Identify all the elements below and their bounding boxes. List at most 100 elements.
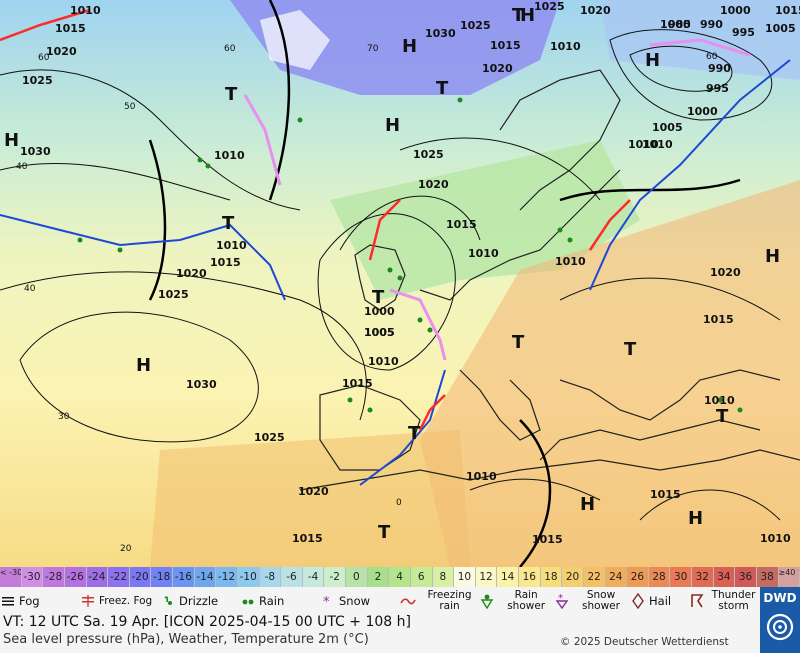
isobar-label: 985 bbox=[668, 18, 691, 31]
scale-cell: 18 bbox=[541, 567, 563, 587]
lat-label: 60 bbox=[38, 53, 49, 63]
snow-icon: * bbox=[320, 592, 336, 610]
weather-symbol-keys: Fog Freez. Fog Drizzle Rain * Snow Freez… bbox=[0, 589, 760, 613]
isobar-label: 1030 bbox=[186, 378, 217, 391]
isobar-label: 1015 bbox=[446, 218, 477, 231]
isobar-label: 990 bbox=[700, 18, 723, 31]
scale-cell: 28 bbox=[649, 567, 671, 587]
scale-cell: 14 bbox=[497, 567, 519, 587]
low-pressure-center: T bbox=[378, 522, 390, 543]
key-snow: * Snow bbox=[320, 589, 400, 613]
low-pressure-center: T bbox=[512, 332, 524, 353]
warm-region-africa bbox=[150, 430, 470, 567]
scale-cell: -26 bbox=[65, 567, 87, 587]
key-rain-shower: Rain shower bbox=[480, 589, 555, 613]
isobar-label: 1015 bbox=[342, 377, 373, 390]
rain-shower-icon bbox=[480, 592, 494, 610]
scale-cell: -22 bbox=[108, 567, 130, 587]
hail-icon bbox=[630, 592, 646, 610]
key-hail: Hail bbox=[630, 589, 690, 613]
rain-icon bbox=[240, 592, 256, 610]
isobar-label: 990 bbox=[708, 62, 731, 75]
scale-cell: -24 bbox=[87, 567, 109, 587]
scale-cell: -6 bbox=[281, 567, 303, 587]
isobar-label: 1025 bbox=[254, 431, 285, 444]
scale-cell: -14 bbox=[195, 567, 217, 587]
scale-cell: 34 bbox=[714, 567, 736, 587]
fog-icon bbox=[0, 592, 16, 610]
scale-cell: ≥40 °C bbox=[779, 567, 800, 587]
lat-label: 0 bbox=[396, 498, 402, 508]
isobar-label: 1025 bbox=[460, 19, 491, 32]
scale-cell: 0 bbox=[346, 567, 368, 587]
isobar-label: 1025 bbox=[158, 288, 189, 301]
valid-time: VT: 12 UTC Sa. 19 Apr. [ICON 2025-04-15 … bbox=[3, 614, 411, 630]
low-pressure-center: T bbox=[512, 5, 524, 26]
isobar-label: 995 bbox=[706, 82, 729, 95]
scale-cell: 32 bbox=[692, 567, 714, 587]
isobar-label: 1015 bbox=[210, 256, 241, 269]
scale-cell: -2 bbox=[324, 567, 346, 587]
isobar-label: 1010 bbox=[642, 138, 673, 151]
isobar-label: 1015 bbox=[55, 22, 86, 35]
scale-cell: 20 bbox=[562, 567, 584, 587]
high-pressure-center: H bbox=[688, 508, 703, 529]
isobar-label: 1010 bbox=[466, 470, 497, 483]
scale-cell: -28 bbox=[43, 567, 65, 587]
scale-cell: -10 bbox=[238, 567, 260, 587]
key-snow-shower: * Snow shower bbox=[555, 589, 630, 613]
isobar-label: 1020 bbox=[176, 267, 207, 280]
isobar-label: 1010 bbox=[216, 239, 247, 252]
isobar-label: 1030 bbox=[425, 27, 456, 40]
isobar-label: 1025 bbox=[413, 148, 444, 161]
high-pressure-center: H bbox=[136, 355, 151, 376]
scale-cell: 2 bbox=[368, 567, 390, 587]
isobar-label: 1020 bbox=[710, 266, 741, 279]
low-pressure-center: T bbox=[624, 339, 636, 360]
scale-cell: -4 bbox=[303, 567, 325, 587]
high-pressure-center: H bbox=[4, 130, 19, 151]
lat-label: 40 bbox=[16, 162, 27, 172]
high-pressure-center: H bbox=[580, 494, 595, 515]
scale-cell: 38 bbox=[757, 567, 779, 587]
isobar-label: 1020 bbox=[298, 485, 329, 498]
scale-cell: 8 bbox=[433, 567, 455, 587]
isobar-label: 1005 bbox=[765, 22, 796, 35]
dwd-logo: DWD bbox=[760, 587, 800, 653]
scale-cell: -30 bbox=[22, 567, 44, 587]
isobar-label: 1010 bbox=[468, 247, 499, 260]
low-pressure-center: T bbox=[408, 423, 420, 444]
key-fog: Fog bbox=[0, 589, 80, 613]
isobar-label: 1010 bbox=[214, 149, 245, 162]
scale-cell: -8 bbox=[260, 567, 282, 587]
low-pressure-center: T bbox=[222, 213, 234, 234]
isobar-label: 1015 bbox=[292, 532, 323, 545]
isobar-label: 1010 bbox=[70, 4, 101, 17]
isobar-label: 1025 bbox=[534, 0, 565, 13]
scale-cell: -20 bbox=[130, 567, 152, 587]
low-pressure-center: T bbox=[716, 406, 728, 427]
isobar-label: 1020 bbox=[482, 62, 513, 75]
high-pressure-center: H bbox=[645, 50, 660, 71]
isobar-label: 1005 bbox=[652, 121, 683, 134]
low-pressure-center: T bbox=[225, 84, 237, 105]
high-pressure-center: H bbox=[385, 115, 400, 136]
isobar-label: 1005 bbox=[364, 326, 395, 339]
lat-label: 40 bbox=[24, 284, 35, 294]
scale-cell: 10 bbox=[454, 567, 476, 587]
scale-cell: -18 bbox=[151, 567, 173, 587]
key-drizzle: Drizzle bbox=[160, 589, 240, 613]
isobar-label: 1000 bbox=[720, 4, 751, 17]
scale-cell: 16 bbox=[519, 567, 541, 587]
isobar-label: 1015 bbox=[703, 313, 734, 326]
thunderstorm-icon bbox=[690, 592, 704, 610]
snow-shower-icon: * bbox=[555, 592, 569, 610]
temperature-scale: < -30-30-28-26-24-22-20-18-16-14-12-10-8… bbox=[0, 567, 800, 587]
high-pressure-center: H bbox=[765, 246, 780, 267]
isobar-label: 1020 bbox=[418, 178, 449, 191]
isobar-label: 995 bbox=[732, 26, 755, 39]
isobar-label: 1010 bbox=[555, 255, 586, 268]
scale-cell: 6 bbox=[411, 567, 433, 587]
lat-label: 60 bbox=[224, 44, 235, 54]
key-freezing-rain: Freezing rain bbox=[400, 589, 480, 613]
